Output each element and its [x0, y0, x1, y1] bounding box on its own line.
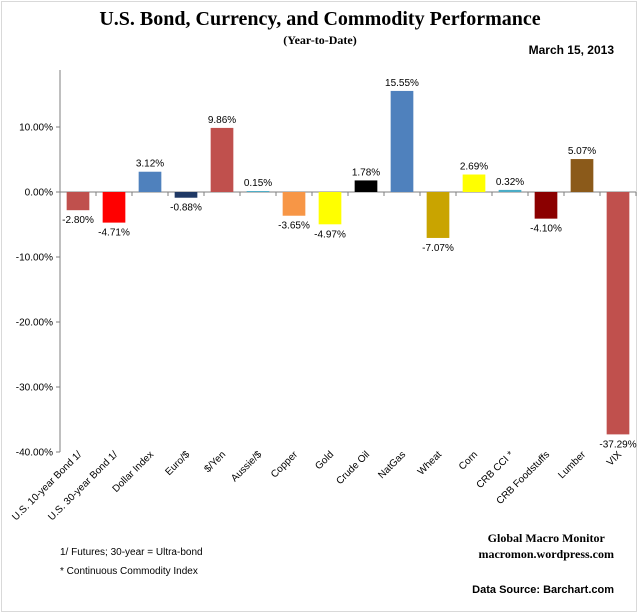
data-label: -3.65% [278, 221, 310, 232]
bar [318, 192, 342, 225]
bar [570, 159, 594, 192]
category-label: Gold [313, 449, 336, 472]
data-label: -4.71% [98, 228, 130, 239]
footnote-cci: * Continuous Commodity Index [60, 566, 198, 577]
data-label: 2.69% [460, 162, 488, 173]
data-label: 0.15% [244, 178, 272, 189]
bar [390, 90, 414, 192]
category-label: Wheat [416, 449, 444, 477]
data-label: -7.07% [422, 243, 454, 254]
category-label: Corn [457, 449, 480, 472]
y-tick-label: -40.00% [16, 448, 53, 459]
y-tick-label: -20.00% [16, 318, 53, 329]
data-label: 15.55% [385, 78, 419, 89]
footnote-futures: 1/ Futures; 30-year = Ultra-bond [60, 547, 203, 558]
chart-title: U.S. Bond, Currency, and Commodity Perfo… [99, 8, 541, 30]
attribution: Global Macro Monitor macromon.wordpress.… [478, 530, 614, 562]
category-label: U.S. 10-year Bond 1/ [10, 449, 84, 523]
y-tick-label: 0.00% [25, 188, 53, 199]
bar [138, 171, 162, 192]
data-label: 9.86% [208, 115, 236, 126]
data-label: -4.10% [530, 224, 562, 235]
category-label: Crude Oil [334, 449, 372, 487]
category-label: VIX [605, 449, 624, 468]
bar [498, 189, 522, 192]
data-label: 5.07% [568, 146, 596, 157]
y-tick-label: -30.00% [16, 383, 53, 394]
category-label: Aussie/$ [229, 449, 264, 484]
bar [282, 192, 306, 216]
chart-date: March 15, 2013 [528, 43, 614, 57]
bar [102, 192, 126, 223]
data-label: 0.32% [496, 177, 524, 188]
category-label: Copper [269, 449, 300, 480]
bar [462, 174, 486, 192]
category-label: Euro/$ [164, 449, 193, 478]
data-label: -2.80% [62, 215, 94, 226]
bar [210, 127, 234, 192]
bar [66, 192, 90, 211]
data-label: -37.29% [599, 439, 636, 450]
bar [426, 192, 450, 238]
bar [246, 191, 270, 192]
y-tick-label: -10.00% [16, 253, 53, 264]
data-label: 1.78% [352, 167, 380, 178]
data-source: Data Source: Barchart.com [472, 584, 614, 596]
chart-subtitle: (Year-to-Date) [283, 33, 357, 47]
data-label: -0.88% [170, 203, 202, 214]
data-label: 3.12% [136, 159, 164, 170]
bar [354, 180, 378, 192]
bar [606, 192, 630, 435]
category-label: NatGas [376, 449, 408, 481]
attribution-name: Global Macro Monitor [487, 531, 605, 545]
y-tick-label: 10.00% [19, 123, 53, 134]
attribution-url: macromon.wordpress.com [478, 547, 614, 561]
category-label: Lumber [556, 449, 588, 481]
data-label: -4.97% [314, 229, 346, 240]
category-label: U.S. 30-year Bond 1/ [46, 449, 120, 523]
bar [174, 192, 198, 198]
category-label: $/Yen [203, 449, 229, 475]
bar [534, 192, 558, 219]
